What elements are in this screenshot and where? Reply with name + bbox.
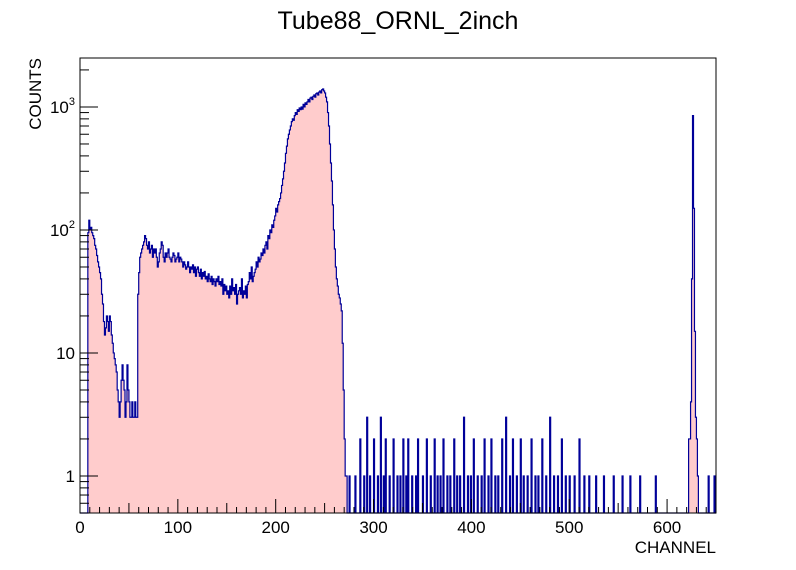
y-tick-label: 10: [56, 344, 75, 363]
x-tick-label: 400: [457, 518, 485, 537]
x-tick-label: 600: [653, 518, 681, 537]
x-tick-label: 200: [262, 518, 290, 537]
x-tick-label: 0: [75, 518, 84, 537]
x-tick-label: 100: [164, 518, 192, 537]
plot-area: [79, 57, 717, 514]
y-axis: 1 10 102 103: [50, 69, 98, 514]
histogram-fill: [80, 88, 716, 513]
y-tick-label: 102: [50, 219, 75, 240]
x-axis: 0 100 200 300 400 500 600: [75, 499, 717, 537]
x-tick-label: 300: [359, 518, 387, 537]
y-tick-label: 103: [50, 96, 75, 117]
x-tick-label: 500: [555, 518, 583, 537]
x-axis-label: CHANNEL: [635, 538, 716, 557]
chart-title: Tube88_ORNL_2inch: [278, 7, 519, 35]
y-axis-label: COUNTS: [26, 58, 45, 130]
plot-frame: [79, 57, 717, 514]
y-tick-label: 1: [66, 467, 75, 486]
